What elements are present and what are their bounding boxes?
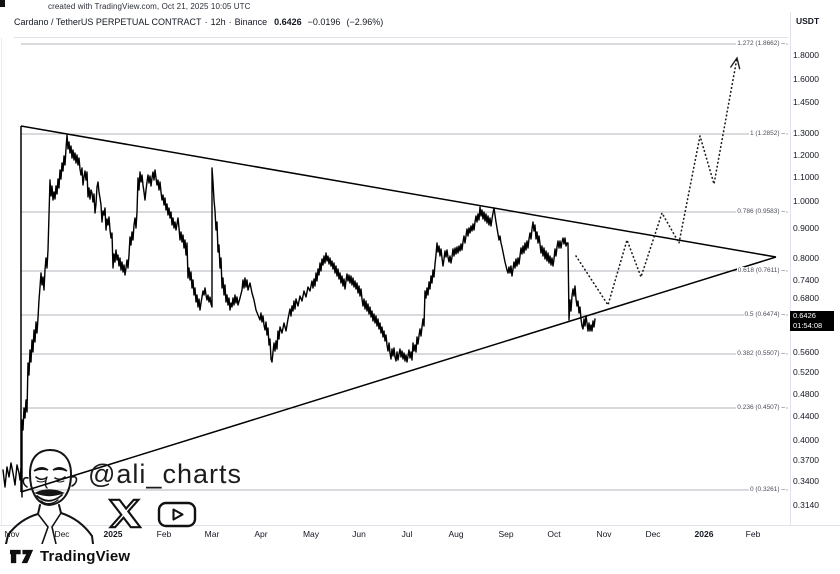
corner-mark <box>0 0 5 7</box>
symbol-title[interactable]: Cardano / TetherUS PERPETUAL CONTRACT <box>14 17 202 27</box>
watermark-handle: @ali_charts <box>88 459 242 489</box>
price-tick-label: 0.8000 <box>793 253 819 263</box>
price-tick-label: 0.7400 <box>793 275 819 285</box>
price-tick-label: 1.4500 <box>793 97 819 107</box>
price-tick-label: 0.3700 <box>793 455 819 465</box>
symbol-header[interactable]: Cardano / TetherUS PERPETUAL CONTRACT · 12… <box>14 17 383 27</box>
time-tick-label: Jun <box>352 529 366 539</box>
watermark-face-drawing <box>5 448 94 544</box>
time-tick-label: Dec <box>645 529 661 539</box>
price-change: −0.0196 <box>307 17 341 27</box>
x-logo-icon[interactable] <box>108 498 142 529</box>
footer-logo[interactable]: TradingView <box>10 548 130 565</box>
fib-level-label: 1.272 (1.8662) – <box>736 40 786 47</box>
price-tick-label: 0.5600 <box>793 347 819 357</box>
currency-label: USDT <box>796 16 820 26</box>
price-change-pct: (−2.96%) <box>346 17 384 27</box>
price-tick-label: 1.8000 <box>793 50 819 60</box>
price-tick-label: 0.4000 <box>793 435 819 445</box>
chart-left-border <box>1 38 2 525</box>
time-tick-label: Sep <box>498 529 514 539</box>
fib-level-label: 0.786 (0.9583) – <box>736 208 786 215</box>
time-tick-label: 2025 <box>103 529 123 539</box>
fib-level-label: 0.382 (0.5507) – <box>736 350 786 357</box>
price-tick-label: 0.4400 <box>793 411 819 421</box>
time-tick-label: Mar <box>204 529 220 539</box>
time-tick-label: Nov <box>596 529 612 539</box>
badge-countdown: 01:54:08 <box>793 321 823 330</box>
attribution-text: created with TradingView.com, Oct 21, 20… <box>48 2 251 11</box>
price-tick-label: 0.3400 <box>793 476 819 486</box>
fib-level-label: 0.5 (0.6474) – <box>743 311 786 318</box>
tradingview-logo-icon <box>10 549 34 564</box>
time-tick-label: 2026 <box>694 529 714 539</box>
last-price: 0.6426 <box>274 17 302 27</box>
separator: · <box>228 17 232 27</box>
fib-level-label: 0.236 (0.4507) – <box>736 404 786 411</box>
price-tick-label: 1.0000 <box>793 196 819 206</box>
time-tick-label: Aug <box>448 529 464 539</box>
time-tick-label: Oct <box>547 529 561 539</box>
badge-price: 0.6426 <box>793 311 816 320</box>
price-tick-label: 1.6000 <box>793 74 819 84</box>
price-tick-label: 0.9000 <box>793 223 819 233</box>
time-tick-label: Feb <box>156 529 172 539</box>
projection-path[interactable] <box>575 57 738 307</box>
youtube-icon[interactable] <box>157 501 197 528</box>
price-tick-label: 1.2000 <box>793 150 819 160</box>
fib-level-label: 0.618 (0.7611) – <box>736 267 786 274</box>
price-line <box>2 134 596 498</box>
interval-label[interactable]: 12h <box>210 17 226 27</box>
price-tick-label: 0.3140 <box>793 500 819 510</box>
triangle-pattern[interactable] <box>20 125 777 493</box>
footer-brand-text: TradingView <box>40 548 131 565</box>
price-axis-border <box>790 12 791 525</box>
header-divider <box>14 37 788 38</box>
price-tick-label: 0.6800 <box>793 293 819 303</box>
price-tick-label: 0.5200 <box>793 367 819 377</box>
time-tick-label: Nov <box>4 529 20 539</box>
last-price-badge: 0.6426 01:54:08 <box>790 311 834 331</box>
fib-level-label: 1 (1.2852) – <box>748 130 786 137</box>
time-tick-label: Jul <box>401 529 413 539</box>
time-tick-label: Feb <box>745 529 761 539</box>
time-tick-label: Apr <box>254 529 268 539</box>
projection-arrowhead <box>730 56 741 70</box>
price-tick-label: 0.4800 <box>793 389 819 399</box>
price-tick-label: 1.3000 <box>793 128 819 138</box>
time-tick-label: May <box>302 529 320 539</box>
price-tick-label: 1.1000 <box>793 172 819 182</box>
separator: · <box>204 17 208 27</box>
time-tick-label: Dec <box>54 529 70 539</box>
fib-level-label: 0 (0.3261) – <box>748 486 786 493</box>
exchange-label: Binance <box>234 17 268 27</box>
time-axis-border <box>0 525 840 526</box>
